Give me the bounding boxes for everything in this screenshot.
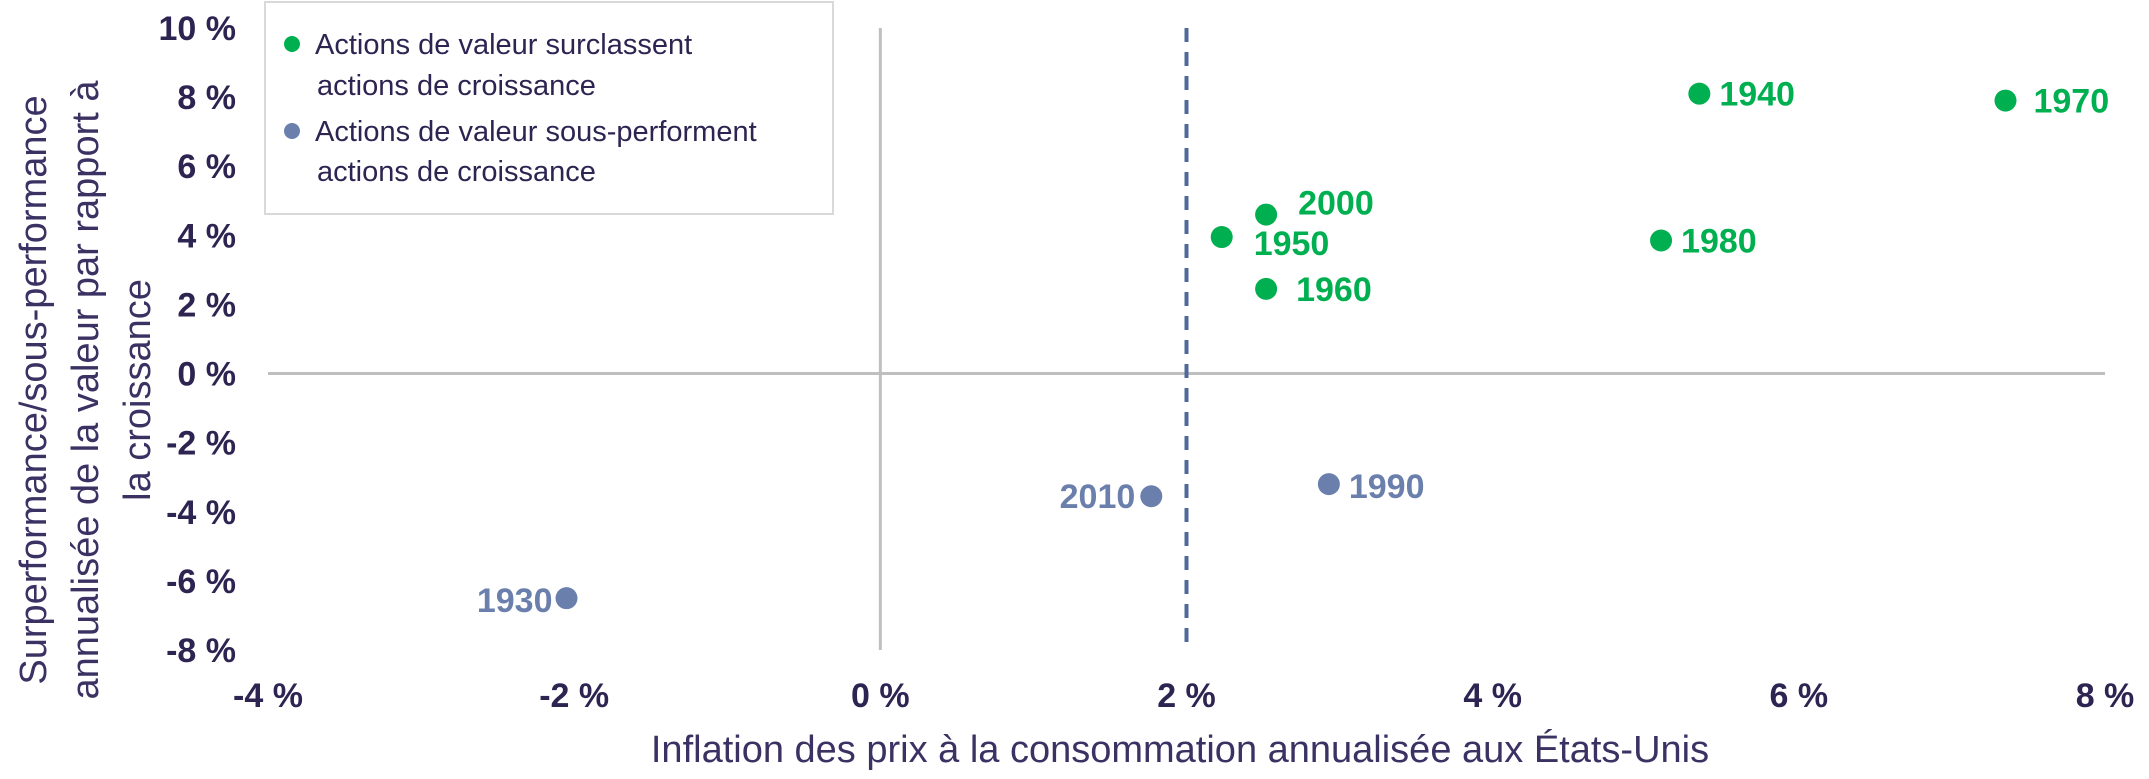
legend-label-surclassent-line-2: actions de croissance [317, 70, 596, 102]
y-axis-title: Surperformance/sous-performance annualis… [13, 80, 159, 700]
x-tick-label: 2 % [1157, 677, 1216, 715]
y-tick-label: -4 % [166, 494, 236, 532]
data-label-1980: 1980 [1681, 223, 1757, 261]
data-label-1950: 1950 [1254, 225, 1330, 263]
y-axis-title-line-1: Surperformance/sous-performance [13, 95, 55, 684]
data-point-1990 [1317, 473, 1340, 496]
data-label-1940: 1940 [1719, 76, 1795, 114]
data-point-2000 [1255, 203, 1278, 226]
x-axis-title: Inflation des prix à la consommation ann… [651, 728, 1709, 771]
y-tick-label: 6 % [177, 148, 236, 186]
data-label-2010: 2010 [1060, 478, 1136, 516]
y-tick-label: 10 % [159, 10, 237, 48]
x-tick-label: 0 % [851, 677, 910, 715]
data-point-1930 [555, 587, 578, 610]
legend-marker-sous-performent [284, 123, 300, 139]
x-tick-label: 8 % [2076, 677, 2135, 715]
data-label-2000: 2000 [1298, 185, 1374, 223]
legend-label-sous-performent-line-1: Actions de valeur sous-performent [315, 116, 757, 148]
x-tick-label: -4 % [233, 677, 303, 715]
data-label-1960: 1960 [1296, 271, 1372, 309]
data-point-1950 [1210, 226, 1233, 249]
y-tick-label: 8 % [177, 79, 236, 117]
legend-marker-surclassent [284, 36, 300, 52]
data-point-2010 [1140, 485, 1163, 508]
y-tick-label: -6 % [166, 563, 236, 601]
tick-labels: 10 % 8 % 6 % 4 % 2 % 0 % -2 % -4 % -6 % -8 % -4 % -… [159, 10, 2135, 715]
data-label-1930: 1930 [477, 582, 553, 620]
y-tick-label: -2 % [166, 425, 236, 463]
x-tick-label: 6 % [1770, 677, 1829, 715]
legend-box [264, 1, 834, 215]
y-axis-title-line-2: annualisée de la valeur par rapport à [65, 80, 107, 700]
data-point-1980 [1650, 229, 1673, 252]
legend-label-sous-performent-line-2: actions de croissance [317, 156, 596, 188]
data-point-1940 [1688, 82, 1711, 105]
x-tick-label: 4 % [1463, 677, 1522, 715]
y-tick-label: 2 % [177, 286, 236, 324]
axes-layer [268, 28, 2105, 650]
legend: Actions de valeur surclassent actions de… [264, 1, 834, 215]
y-tick-label: 4 % [177, 217, 236, 255]
data-point-1970 [1994, 89, 2017, 112]
y-tick-label: 0 % [177, 356, 236, 394]
data-label-1970: 1970 [2033, 83, 2109, 121]
legend-label-surclassent-line-1: Actions de valeur surclassent [315, 29, 692, 61]
data-point-1960 [1255, 277, 1278, 300]
x-tick-label: -2 % [539, 677, 609, 715]
data-label-1990: 1990 [1349, 468, 1425, 506]
y-tick-label: -8 % [166, 632, 236, 670]
y-axis-title-line-3: la croissance [117, 279, 159, 501]
